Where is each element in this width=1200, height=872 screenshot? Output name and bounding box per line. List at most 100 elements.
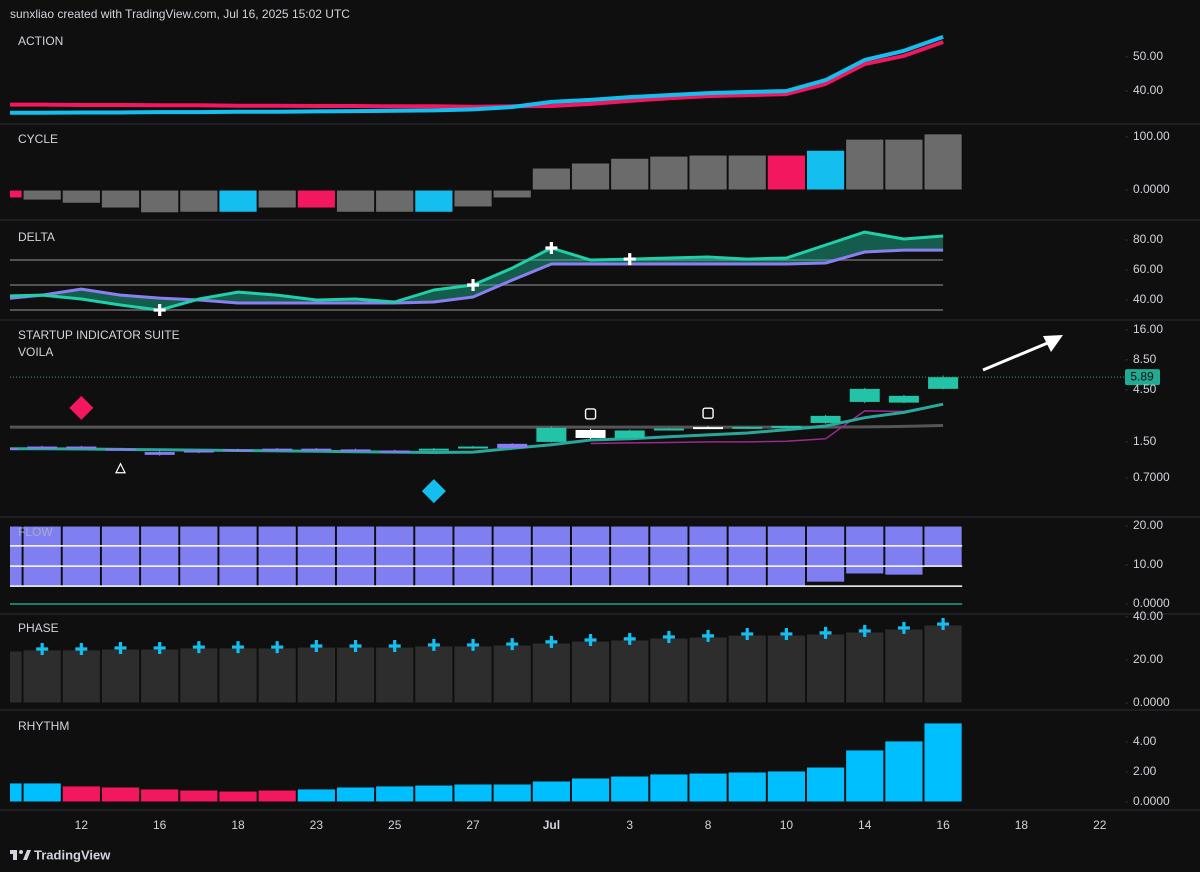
marker bbox=[388, 640, 401, 652]
line bbox=[10, 248, 944, 305]
x-tick-label: 18 bbox=[231, 818, 245, 832]
bar bbox=[492, 783, 532, 803]
bar bbox=[335, 646, 376, 704]
candle-body bbox=[66, 446, 97, 449]
candle-body bbox=[340, 449, 371, 452]
bar bbox=[10, 782, 23, 803]
pane-title: STARTUP INDICATOR SUITE bbox=[18, 328, 180, 342]
y-tick-label: 0.7000 bbox=[1133, 470, 1170, 484]
x-tick-label: 8 bbox=[705, 818, 712, 832]
marker bbox=[36, 643, 49, 656]
pane-plot bbox=[10, 375, 1125, 504]
bar bbox=[766, 634, 806, 704]
candle-body bbox=[653, 428, 684, 431]
bar bbox=[727, 771, 767, 803]
header-text: sunxliao created with TradingView.com, J… bbox=[10, 7, 350, 21]
bar bbox=[570, 640, 611, 704]
y-tick-label: 100.00 bbox=[1133, 129, 1170, 143]
line bbox=[590, 403, 944, 445]
bar bbox=[688, 154, 728, 191]
y-tick-label: 40.00 bbox=[1133, 292, 1163, 306]
bar bbox=[257, 525, 297, 587]
bar bbox=[766, 525, 806, 587]
marker bbox=[545, 635, 558, 648]
candle-body bbox=[379, 450, 410, 453]
bar bbox=[257, 647, 297, 704]
bar bbox=[805, 525, 846, 583]
y-tick-label: 20.00 bbox=[1133, 518, 1163, 532]
footer-brand: TradingView bbox=[34, 847, 111, 862]
candle-body bbox=[458, 446, 489, 449]
y-tick-label: 0.0000 bbox=[1133, 695, 1170, 709]
x-tick-label: 25 bbox=[388, 818, 402, 832]
bar bbox=[570, 525, 611, 587]
trend-arrow bbox=[982, 335, 1063, 372]
pane-title: ACTION bbox=[18, 34, 63, 48]
marker bbox=[271, 641, 284, 654]
candle-body bbox=[536, 427, 567, 442]
x-tick-label: 23 bbox=[310, 818, 324, 832]
bar bbox=[766, 154, 806, 191]
bar bbox=[100, 648, 141, 704]
signal-marker bbox=[467, 279, 480, 292]
pane-title: FLOW bbox=[18, 525, 53, 539]
y-tick-label: 60.00 bbox=[1133, 262, 1163, 276]
bar bbox=[884, 525, 924, 576]
bar bbox=[727, 634, 767, 704]
bar bbox=[649, 637, 689, 704]
bar bbox=[531, 525, 571, 587]
bar bbox=[923, 624, 963, 704]
marker bbox=[75, 643, 88, 656]
x-tick-label: 14 bbox=[858, 818, 872, 832]
y-tick-label: 4.50 bbox=[1133, 382, 1157, 396]
y-tick-label: 0.0000 bbox=[1133, 596, 1170, 610]
bar bbox=[100, 525, 141, 587]
bar bbox=[61, 785, 101, 803]
bar bbox=[218, 525, 258, 587]
marker bbox=[623, 632, 636, 645]
bar bbox=[375, 646, 415, 704]
marker bbox=[741, 627, 754, 640]
bar bbox=[727, 525, 767, 587]
bar bbox=[61, 649, 101, 704]
pane-plot bbox=[10, 133, 963, 214]
price-label-box bbox=[1125, 369, 1160, 386]
bar bbox=[805, 149, 846, 191]
bar bbox=[296, 189, 336, 209]
logo-stem bbox=[13, 850, 17, 860]
candle-body bbox=[262, 448, 293, 451]
x-tick-label: 22 bbox=[1093, 818, 1107, 832]
bar bbox=[414, 645, 454, 704]
bar bbox=[414, 784, 454, 803]
marker bbox=[858, 624, 871, 637]
bar bbox=[61, 189, 101, 204]
pane-title: RHYTHM bbox=[18, 719, 69, 733]
bar bbox=[492, 189, 532, 199]
bar bbox=[140, 648, 180, 704]
bar bbox=[140, 788, 180, 803]
arrow-head bbox=[1043, 335, 1063, 352]
y-tick-label: 16.00 bbox=[1133, 322, 1163, 336]
logo-slash bbox=[23, 850, 31, 860]
bar bbox=[218, 647, 258, 704]
bar bbox=[100, 189, 141, 209]
bar bbox=[923, 722, 963, 803]
marker bbox=[819, 626, 832, 639]
bar bbox=[727, 154, 767, 191]
candle-body bbox=[771, 425, 802, 428]
line bbox=[10, 402, 944, 454]
x-tick-label: Jul bbox=[543, 818, 560, 832]
pane-title: CYCLE bbox=[18, 132, 58, 146]
candle-body bbox=[575, 429, 606, 438]
candle-body bbox=[223, 449, 254, 452]
bar bbox=[10, 525, 23, 587]
y-tick-label: 40.00 bbox=[1133, 609, 1163, 623]
x-tick-label: 27 bbox=[466, 818, 480, 832]
marker bbox=[153, 641, 166, 654]
bar bbox=[766, 770, 806, 803]
bar bbox=[179, 525, 219, 587]
bar bbox=[179, 647, 219, 704]
bar bbox=[335, 189, 376, 213]
signal-marker bbox=[421, 479, 446, 504]
